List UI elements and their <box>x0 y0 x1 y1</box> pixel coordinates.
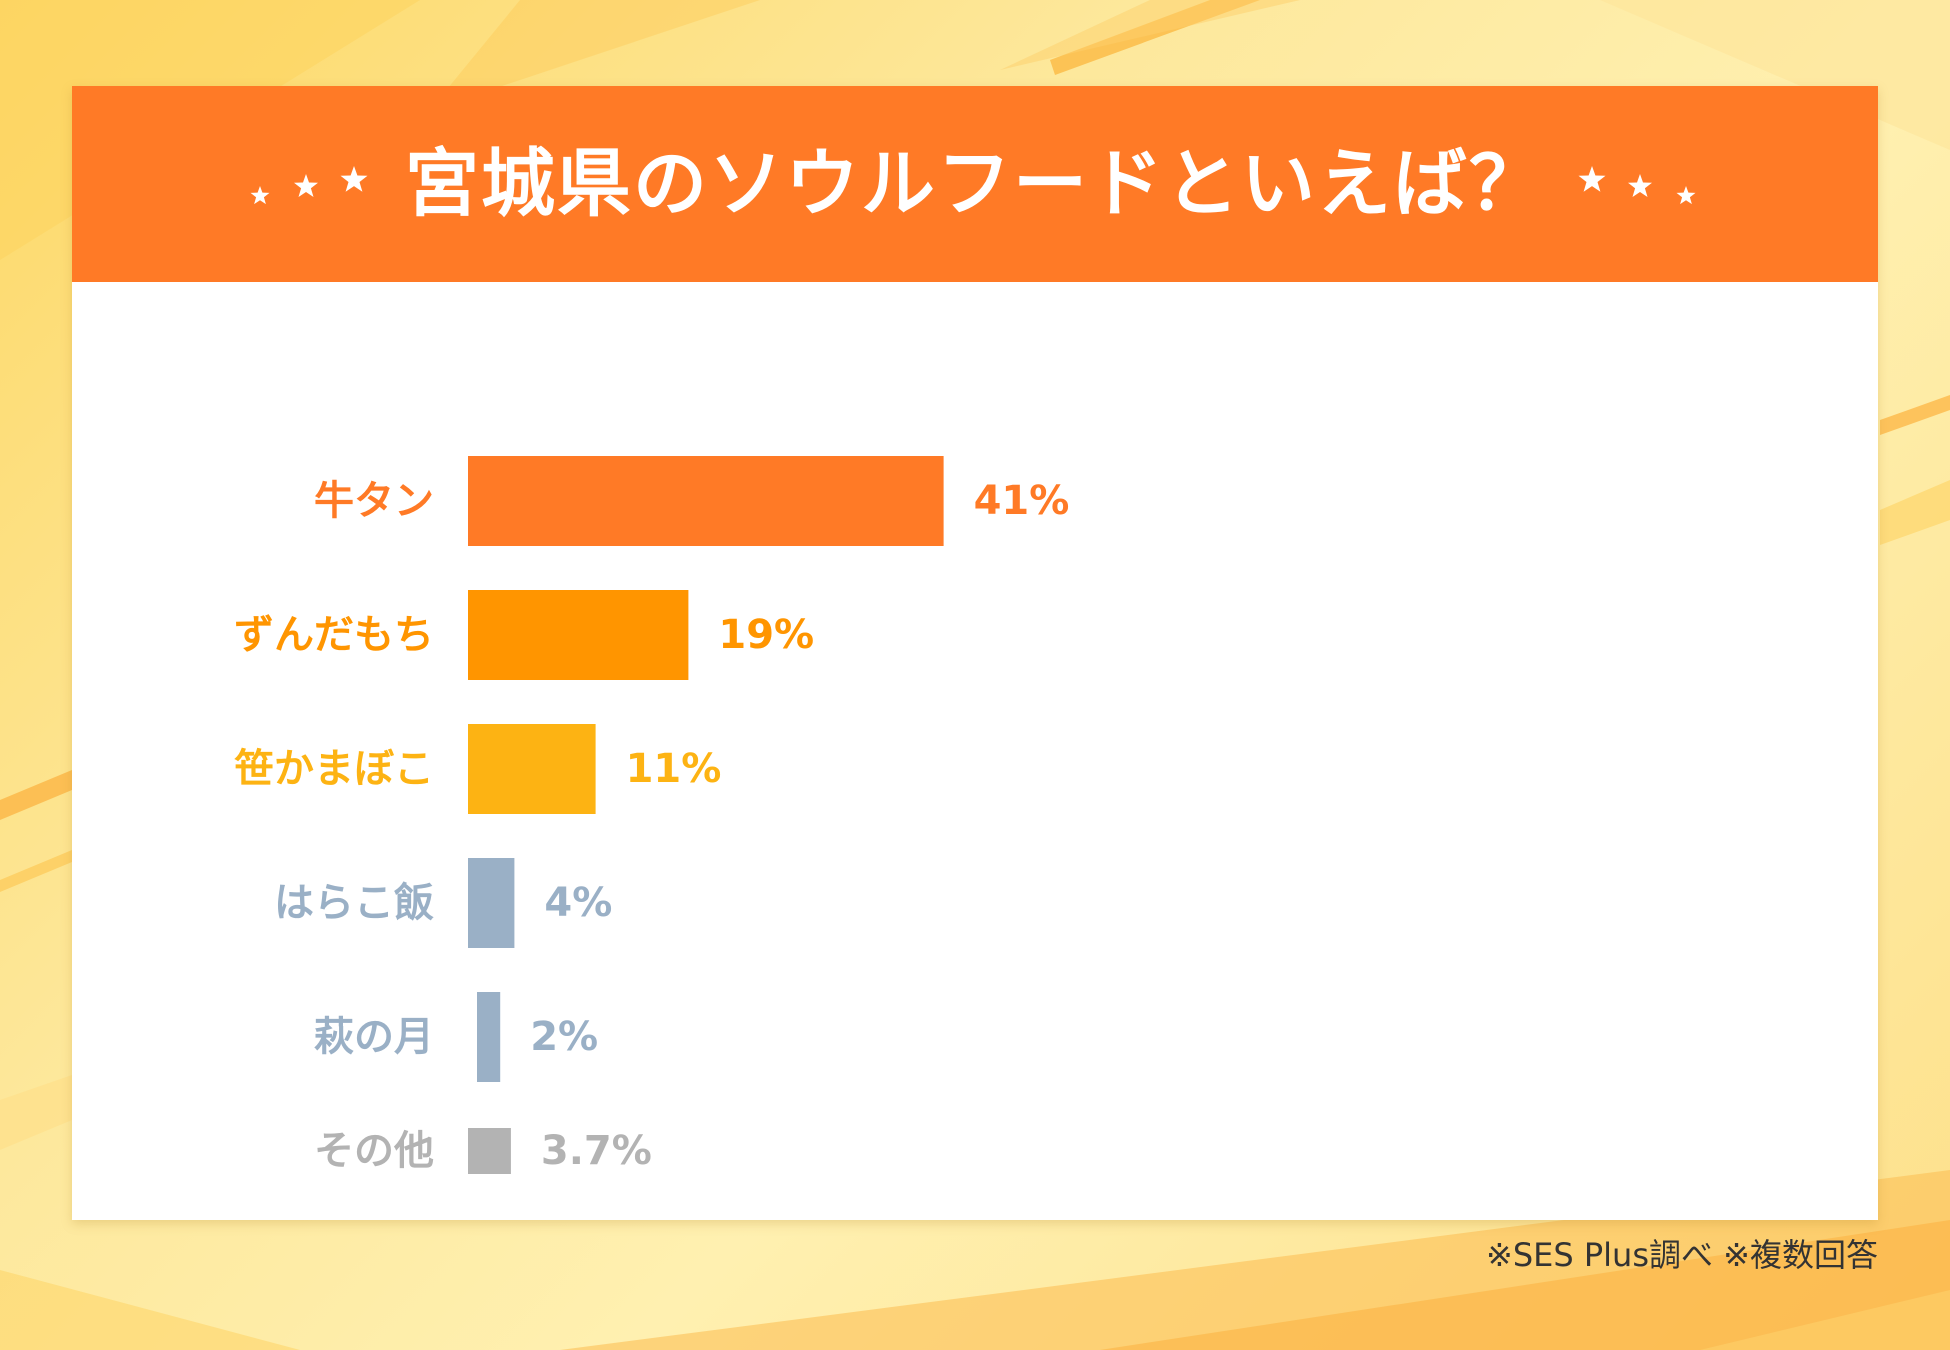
bar <box>477 992 501 1082</box>
value-label: 3.7% <box>541 1128 652 1174</box>
bar <box>468 858 515 948</box>
source-footnote: ※SES Plus調べ ※複数回答 <box>1486 1236 1878 1274</box>
category-label: 萩の月 <box>314 1014 434 1060</box>
chart-title: 宮城県のソウルフードといえば？ <box>405 141 1545 227</box>
category-label: はらこ飯 <box>274 880 434 926</box>
value-label: 4% <box>544 880 612 926</box>
value-label: 2% <box>530 1014 598 1060</box>
chart-card: 宮城県のソウルフードといえば？ 牛タン 41% ずんだもち 19% 笹かまぼこ 11% はら… <box>72 86 1878 1220</box>
bar-chart: 牛タン 41% ずんだもち 19% 笹かまぼこ 11% はらこ飯 4% 萩の月 2% その他 3.7% <box>234 456 1070 1174</box>
value-label: 41% <box>974 478 1070 524</box>
value-label: 19% <box>718 612 814 658</box>
category-label: ずんだもち <box>234 612 434 658</box>
stars-left-icon <box>250 166 368 205</box>
category-label: 笹かまぼこ <box>234 746 434 792</box>
category-label: その他 <box>314 1128 434 1174</box>
bar <box>468 590 689 680</box>
category-label: 牛タン <box>314 478 434 524</box>
bar <box>468 1128 511 1174</box>
title-banner: 宮城県のソウルフードといえば？ <box>72 86 1878 282</box>
value-label: 11% <box>626 746 722 792</box>
bar <box>468 724 596 814</box>
stars-right-icon <box>1578 166 1696 205</box>
bar <box>468 456 944 546</box>
